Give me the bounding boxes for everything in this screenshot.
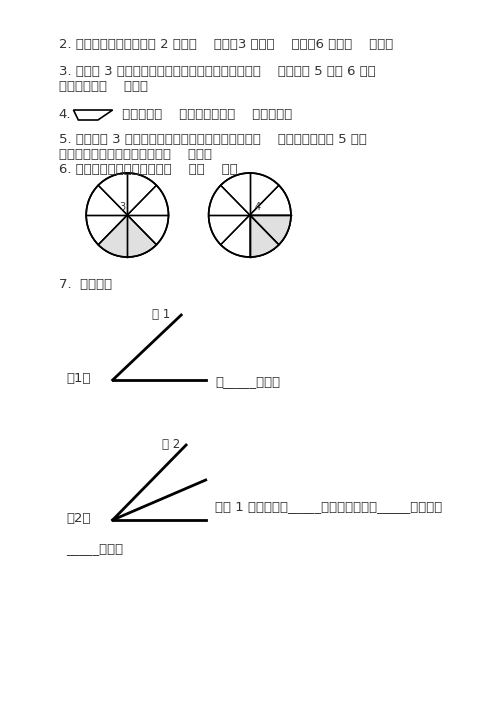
Text: （1）: （1） [66, 372, 91, 385]
Text: 2. 钟面上的时针和分针在 2 时成（    ）角，3 时成（    ）角，6 时成（    ）角。: 2. 钟面上的时针和分针在 2 时成（ ）角，3 时成（ ）角，6 时成（ ）角… [59, 38, 393, 51]
Wedge shape [250, 215, 279, 257]
Text: _____个角。: _____个角。 [66, 542, 124, 555]
Wedge shape [250, 215, 291, 245]
Text: 6. 写出涂色部分角的角度：（    ）（    ）。: 6. 写出涂色部分角的角度：（ ）（ ）。 [59, 163, 238, 176]
Text: 3. 钟面上 3 时整，钟面上的时针和分针所成的角是（    ）度；从 5 时到 6 时，
时针转动了（    ）度。: 3. 钟面上 3 时整，钟面上的时针和分针所成的角是（ ）度；从 5 时到 6 … [59, 65, 376, 93]
Text: 4.: 4. [59, 108, 72, 121]
Text: 5. 钟面上是 3 时半的时候，时针和分针形成的角是（    ）角；钟面上是 5 时的
时候，时针和分针形成的角是（    ）角。: 5. 钟面上是 3 时半的时候，时针和分针形成的角是（ ）角；钟面上是 5 时的… [59, 133, 366, 161]
Text: 图 2: 图 2 [162, 438, 180, 451]
Text: 3: 3 [120, 202, 126, 212]
Text: 图 1: 图 1 [152, 308, 170, 321]
Wedge shape [98, 215, 156, 257]
Text: 和图 1 比，增加了_____条射线，增加了_____个角，有: 和图 1 比，增加了_____条射线，增加了_____个角，有 [216, 500, 442, 513]
Text: （2）: （2） [66, 512, 91, 525]
Text: 左图中有（    ）条线段，有（    ）个直角。: 左图中有（ ）条线段，有（ ）个直角。 [118, 108, 292, 121]
Text: 7.  数一数。: 7. 数一数。 [59, 278, 112, 291]
Text: 有_____个角。: 有_____个角。 [216, 375, 280, 388]
Text: 4: 4 [254, 202, 260, 212]
